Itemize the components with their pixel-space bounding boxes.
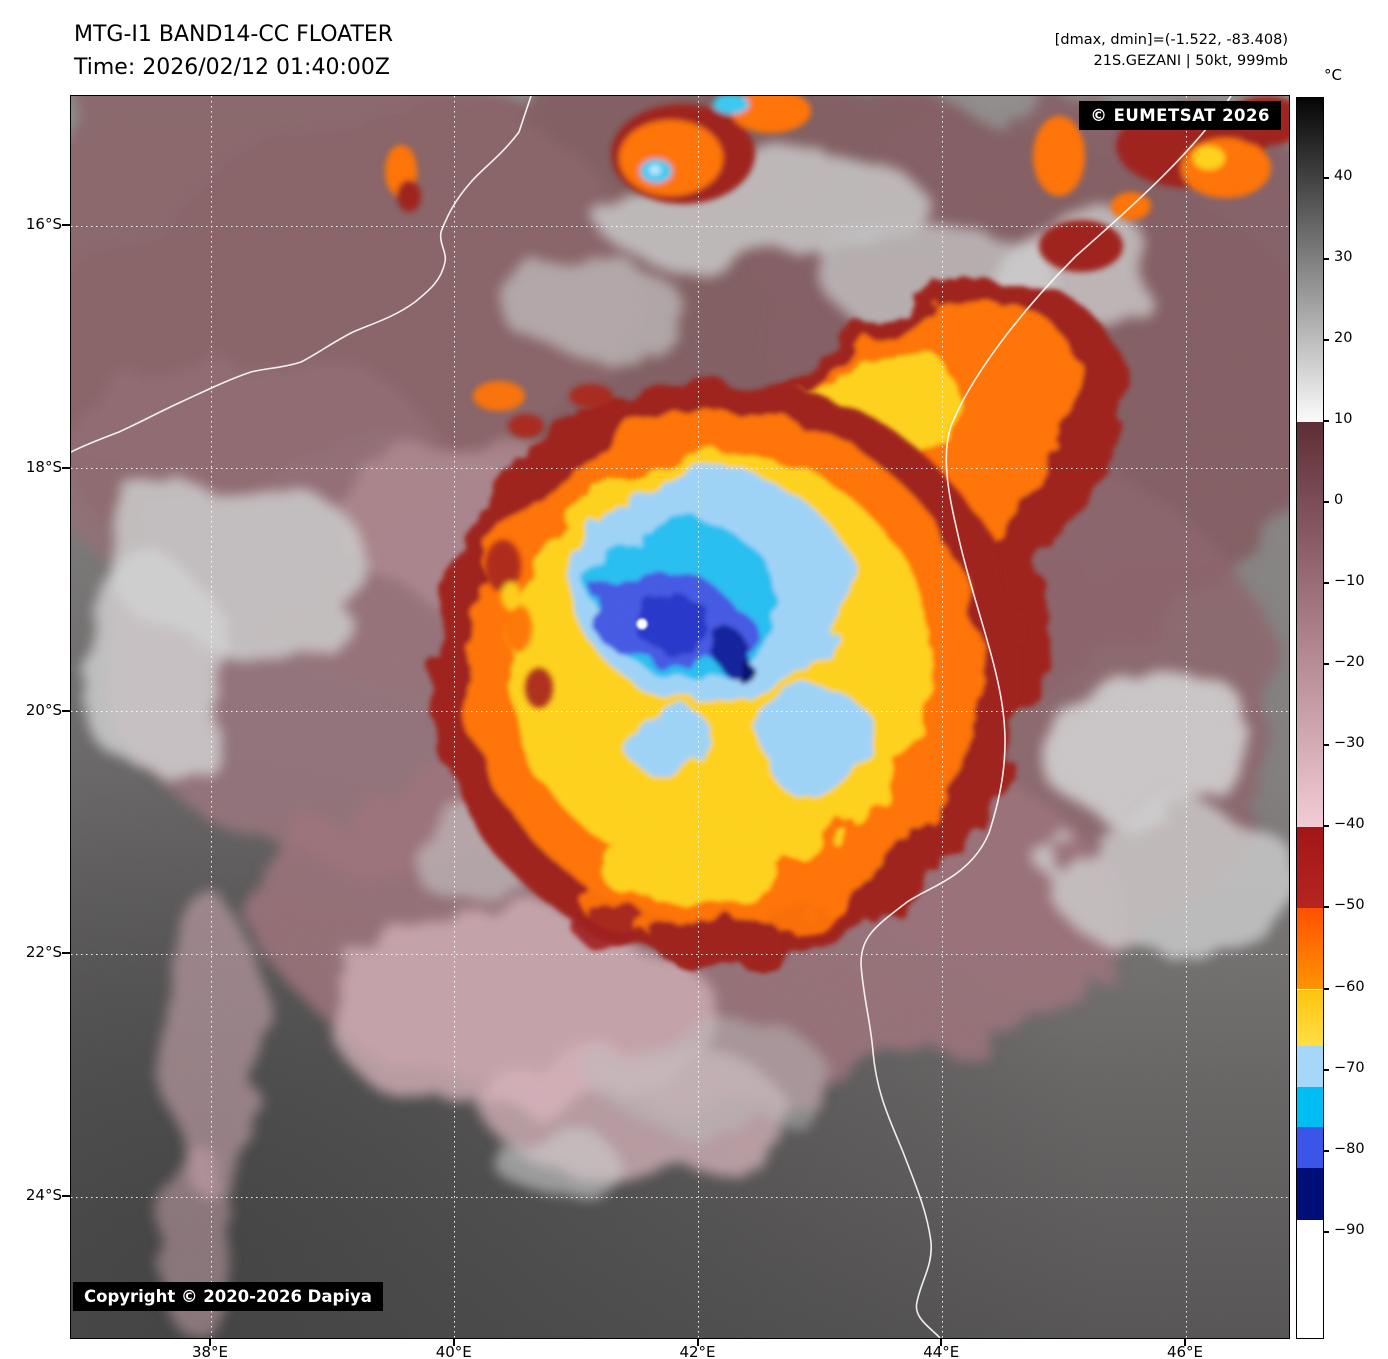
colorbar-tick-label: 40 bbox=[1334, 168, 1353, 185]
colorbar-segment bbox=[1297, 1220, 1323, 1338]
lat-tick-mark bbox=[62, 224, 70, 226]
colorbar: °C 40 30 20 10 0 −10 −20 −30 −40 −50 −60 −70 −80 −90 bbox=[1296, 66, 1365, 1339]
colorbar-tick-mark bbox=[1323, 177, 1329, 180]
lon-tick-label: 46°E bbox=[1166, 1343, 1204, 1359]
storm-info-label: 21S.GEZANI | 50kt, 999mb bbox=[1093, 53, 1289, 69]
dmax-dmin-label: [dmax, dmin]=(-1.522, -83.408) bbox=[1054, 32, 1288, 48]
lon-tick-mark bbox=[696, 1338, 699, 1346]
satellite-imagery bbox=[71, 96, 1289, 1338]
lon-tick-label: 38°E bbox=[191, 1343, 229, 1359]
colorbar-tick-label: −90 bbox=[1334, 1221, 1365, 1238]
colorbar-tick-label: −10 bbox=[1334, 573, 1365, 590]
lat-tick-label: 16°S bbox=[25, 215, 62, 233]
colorbar-tick-mark bbox=[1323, 420, 1329, 423]
colorbar-tick-label: 20 bbox=[1334, 330, 1353, 347]
lon-tick-label: 42°E bbox=[679, 1343, 716, 1359]
lat-tick-mark bbox=[62, 1195, 70, 1197]
colorbar-tick-mark bbox=[1323, 258, 1329, 261]
colorbar-segment bbox=[1297, 1086, 1323, 1128]
lat-tick-label: 22°S bbox=[25, 943, 62, 962]
colorbar-segment bbox=[1297, 98, 1323, 423]
colorbar-tick-mark bbox=[1323, 906, 1329, 909]
product-title: MTG-I1 BAND14-CC FLOATER bbox=[74, 22, 394, 47]
lon-tick-mark bbox=[1184, 1338, 1186, 1346]
lat-tick-label: 24°S bbox=[25, 1186, 62, 1204]
lat-tick-mark bbox=[62, 466, 70, 469]
lon-tick-mark bbox=[209, 1338, 211, 1346]
colorbar-tick-label: −60 bbox=[1334, 978, 1365, 995]
lon-tick-mark bbox=[452, 1338, 455, 1346]
lat-tick-mark bbox=[62, 952, 70, 955]
lat-tick-label: 20°S bbox=[25, 700, 62, 719]
colorbar-segment bbox=[1297, 1046, 1323, 1087]
colorbar-segment bbox=[1297, 908, 1323, 990]
time-label: Time: 2026/02/12 01:40:00Z bbox=[74, 55, 390, 80]
colorbar-tick-mark bbox=[1323, 339, 1329, 342]
colorbar-tick-label: −20 bbox=[1334, 654, 1365, 671]
colorbar-tick-label: −70 bbox=[1334, 1059, 1365, 1076]
colorbar-tick-mark bbox=[1323, 1068, 1329, 1071]
eumetsat-credit: © EUMETSAT 2026 bbox=[1079, 101, 1281, 130]
colorbar-tick-label: 10 bbox=[1334, 411, 1353, 428]
colorbar-tick-mark bbox=[1323, 663, 1329, 666]
colorbar-tick-mark bbox=[1323, 582, 1329, 585]
colorbar-tick-label: −80 bbox=[1334, 1140, 1365, 1157]
info-block: [dmax, dmin]=(-1.522, -83.408) 21S.GEZAN… bbox=[1055, 30, 1288, 72]
colorbar-segment bbox=[1297, 422, 1323, 828]
lat-tick-label: 18°S bbox=[25, 457, 62, 476]
colorbar-gradient bbox=[1296, 97, 1324, 1339]
colorbar-tick-mark bbox=[1323, 744, 1329, 747]
colorbar-segment bbox=[1297, 1127, 1323, 1168]
lon-tick-label: 40°E bbox=[435, 1343, 472, 1359]
colorbar-segment bbox=[1297, 989, 1323, 1047]
colorbar-tick-mark bbox=[1323, 987, 1329, 990]
colorbar-tick-label: −30 bbox=[1334, 735, 1365, 752]
colorbar-tick-label: 0 bbox=[1334, 492, 1344, 509]
colorbar-tick-label: −40 bbox=[1334, 816, 1365, 833]
copyright-label: Copyright © 2020-2026 Dapiya bbox=[73, 1282, 383, 1311]
lat-tick-mark bbox=[62, 709, 70, 712]
colorbar-segment bbox=[1297, 827, 1323, 909]
colorbar-segment bbox=[1297, 1167, 1323, 1221]
colorbar-tick-mark bbox=[1323, 1230, 1329, 1233]
colorbar-tick-label: −50 bbox=[1334, 897, 1365, 914]
lon-tick-label: 44°E bbox=[923, 1343, 960, 1359]
colorbar-tick-mark bbox=[1323, 501, 1329, 504]
colorbar-tick-mark bbox=[1323, 1149, 1329, 1152]
colorbar-tick-label: 30 bbox=[1334, 249, 1353, 266]
map: © EUMETSAT 2026 Copyright © 2020-2026 Da… bbox=[70, 95, 1290, 1339]
colorbar-tick-mark bbox=[1323, 825, 1329, 828]
lon-tick-mark bbox=[940, 1338, 943, 1346]
colorbar-unit: °C bbox=[1324, 66, 1342, 84]
title-block: MTG-I1 BAND14-CC FLOATER Time: 2026/02/1… bbox=[74, 18, 393, 84]
